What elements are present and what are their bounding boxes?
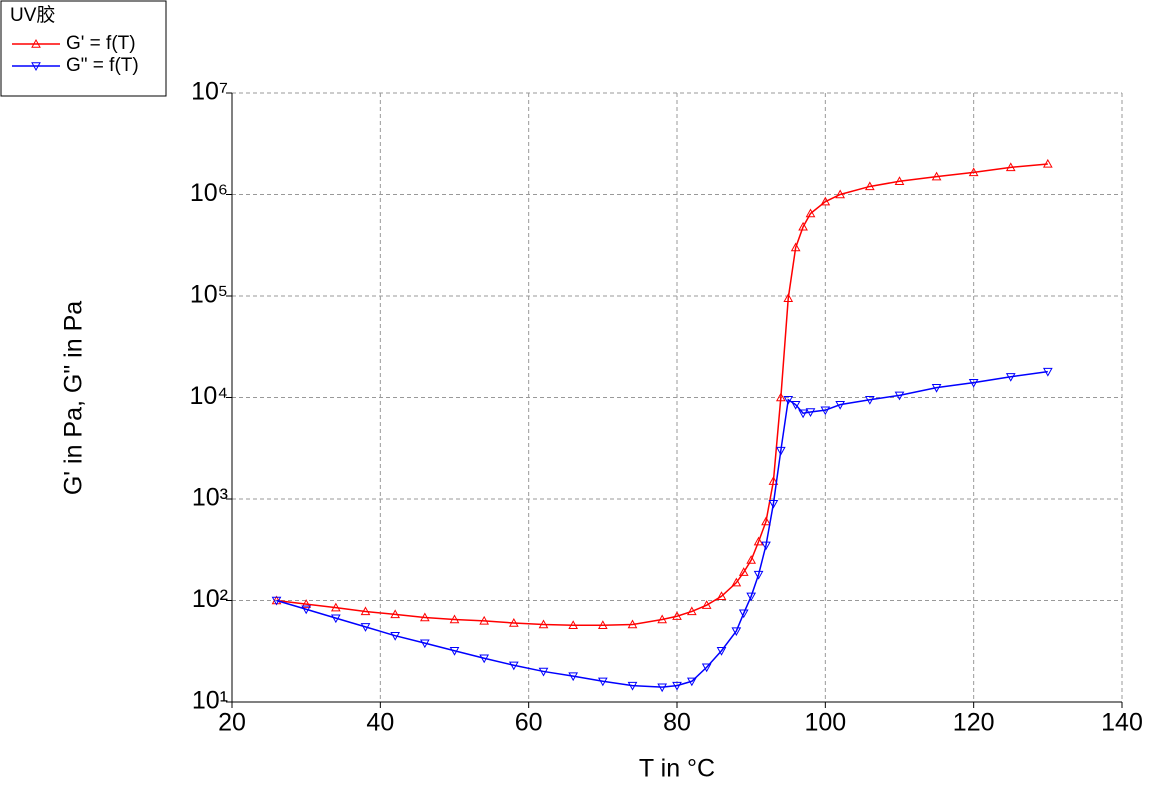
y-tick-label: 10⁶ — [190, 179, 228, 207]
data-marker — [390, 631, 401, 641]
data-marker — [330, 602, 341, 612]
data-marker — [301, 605, 312, 615]
data-marker — [716, 591, 727, 600]
legend-box — [0, 0, 167, 97]
x-tick-label: 140 — [1101, 709, 1143, 737]
data-marker — [597, 677, 608, 687]
data-marker — [798, 221, 808, 231]
data-marker — [1042, 158, 1053, 168]
data-marker — [701, 663, 712, 673]
data-marker — [568, 672, 579, 682]
data-marker — [360, 623, 371, 632]
data-marker — [864, 181, 875, 191]
data-marker — [968, 378, 979, 388]
data-marker — [597, 620, 608, 629]
data-marker — [738, 567, 749, 576]
data-marker — [1042, 367, 1053, 377]
data-marker — [716, 647, 727, 656]
data-marker — [330, 614, 341, 624]
data-marker — [775, 446, 786, 456]
x-tick-label: 120 — [953, 709, 995, 737]
x-tick-label: 40 — [366, 709, 394, 737]
data-marker — [790, 242, 801, 252]
data-marker — [783, 293, 794, 302]
data-marker — [390, 609, 401, 619]
data-marker — [783, 396, 794, 405]
data-marker — [1005, 162, 1016, 172]
data-marker — [894, 176, 905, 185]
data-marker — [271, 596, 282, 606]
y-tick-label: 10¹ — [192, 687, 228, 715]
data-marker — [805, 408, 816, 418]
series-line — [276, 370, 1048, 688]
data-marker — [508, 661, 519, 671]
x-tick-label: 60 — [515, 709, 543, 737]
data-marker — [768, 476, 779, 485]
y-tick-label: 10⁵ — [190, 281, 228, 309]
legend-marker — [31, 38, 41, 48]
data-marker — [419, 639, 430, 649]
data-marker — [805, 208, 816, 218]
data-marker — [672, 681, 682, 691]
data-marker — [761, 516, 771, 526]
data-marker — [301, 599, 312, 608]
legend-label: G" = f(T) — [66, 55, 139, 76]
data-marker — [753, 536, 764, 546]
data-marker — [931, 383, 942, 393]
series-line — [276, 163, 1048, 627]
data-marker — [790, 400, 801, 410]
y-tick-label: 10² — [192, 585, 228, 613]
data-marker — [775, 392, 786, 402]
data-marker — [672, 611, 682, 620]
data-marker — [753, 570, 764, 580]
data-marker — [731, 627, 742, 637]
data-marker — [731, 577, 742, 587]
legend-marker — [31, 62, 41, 72]
y-tick-label: 10⁴ — [189, 382, 228, 410]
data-marker — [686, 677, 697, 687]
data-marker — [686, 606, 697, 616]
data-marker — [746, 555, 757, 564]
legend-label: G' = f(T) — [66, 33, 136, 54]
y-tick-label: 10³ — [192, 484, 228, 512]
data-marker — [1005, 373, 1016, 382]
data-marker — [835, 400, 846, 410]
data-marker — [798, 409, 808, 419]
x-tick-label: 80 — [663, 709, 691, 737]
data-marker — [538, 619, 549, 629]
data-marker — [508, 617, 519, 627]
data-marker — [701, 600, 712, 609]
data-marker — [568, 620, 579, 629]
legend-title: UV胶 — [10, 4, 55, 26]
data-marker — [761, 541, 771, 551]
data-marker — [449, 647, 460, 656]
data-marker — [479, 654, 490, 664]
data-marker — [538, 667, 549, 677]
data-marker — [768, 499, 779, 509]
data-marker — [360, 606, 371, 616]
data-marker — [894, 391, 905, 401]
data-marker — [479, 615, 490, 625]
data-marker — [657, 614, 668, 624]
data-marker — [657, 683, 668, 693]
y-axis-label: G' in Pa, G" in Pa — [60, 301, 88, 495]
data-marker — [835, 189, 846, 199]
data-marker — [627, 619, 638, 629]
data-marker — [419, 612, 430, 622]
x-axis-label: T in °C — [639, 755, 715, 783]
data-marker — [864, 396, 875, 405]
x-tick-label: 100 — [804, 709, 846, 737]
x-tick-label: 20 — [218, 709, 246, 737]
y-tick-label: 10⁷ — [191, 78, 228, 106]
data-marker — [820, 406, 831, 416]
data-marker — [449, 614, 460, 624]
data-marker — [968, 167, 979, 177]
data-marker — [931, 171, 942, 181]
data-marker — [820, 196, 831, 206]
data-marker — [738, 609, 749, 619]
data-marker — [627, 681, 638, 691]
data-marker — [746, 592, 757, 602]
